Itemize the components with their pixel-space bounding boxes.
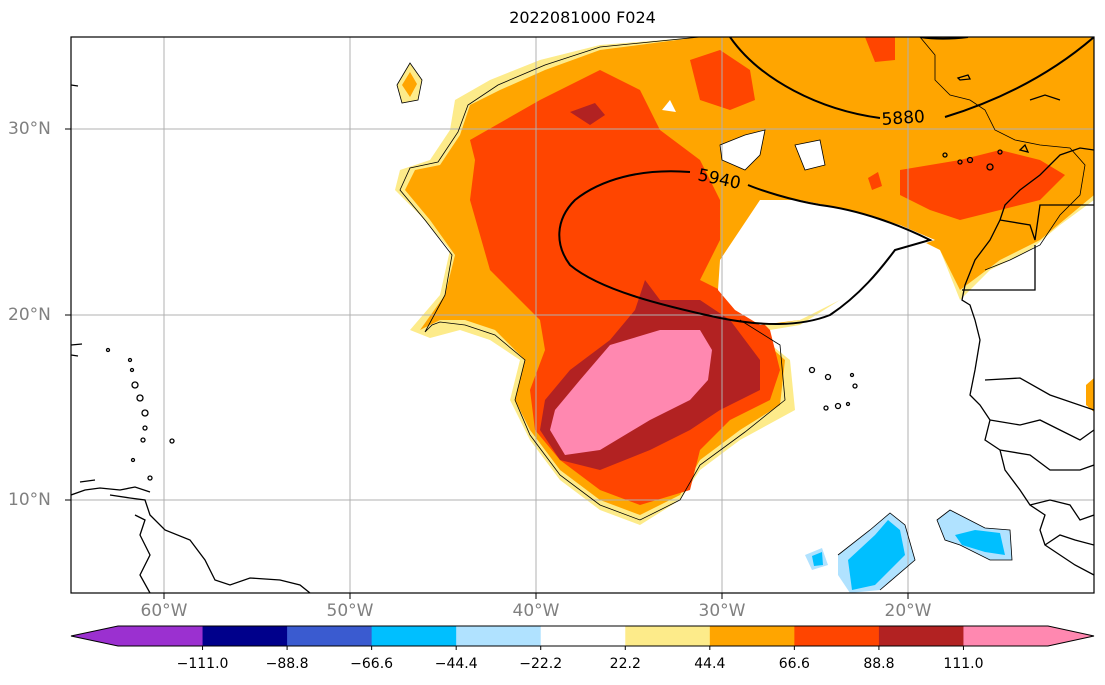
- colorbar-tick-label: 22.2: [609, 656, 641, 672]
- colorbar-segment: [456, 626, 542, 646]
- colorbar-tick-label: 44.4: [694, 656, 726, 672]
- height-contours: [558, 37, 1094, 326]
- colorbar-segment: [287, 626, 373, 646]
- plot-area: 5880 5940: [71, 37, 1094, 593]
- colorbar-extend-min: [71, 626, 118, 646]
- colorbar-segment: [963, 626, 1049, 646]
- colorbar-segment: [371, 626, 457, 646]
- contour-5940-line: [558, 170, 933, 326]
- small-anomaly-blob: [402, 72, 417, 97]
- small-anomaly-blob: [1086, 378, 1094, 412]
- colorbar-tick-label: −44.4: [434, 656, 478, 672]
- coastlines: [71, 74, 1094, 593]
- colorbar-segment: [709, 626, 795, 646]
- contour-5880-line: [729, 37, 1094, 119]
- colorbar-extend-max: [1048, 626, 1094, 646]
- colorbar-segment: [878, 626, 964, 646]
- lon-label-40w: 40°W: [512, 601, 560, 621]
- map-title: 2022081000 F024: [509, 8, 656, 27]
- lat-label-10n: 10°N: [8, 490, 51, 510]
- colorbar: [70, 625, 1095, 650]
- zero-anomaly-outline: [399, 37, 1086, 521]
- lon-label-50w: 50°W: [326, 601, 374, 621]
- axis-ticks: [65, 128, 909, 599]
- colorbar-segment: [794, 626, 880, 646]
- colorbar-tick-label: −88.8: [265, 656, 309, 672]
- colorbar-segment: [540, 626, 626, 646]
- colorbar-tick-label: −111.0: [176, 656, 229, 672]
- lon-label-60w: 60°W: [140, 601, 188, 621]
- lat-label-30n: 30°N: [8, 119, 51, 139]
- colorbar-segment: [118, 626, 204, 646]
- colorbar-segment: [202, 626, 288, 646]
- lon-label-30w: 30°W: [698, 601, 746, 621]
- lat-label-20n: 20°N: [8, 305, 51, 325]
- colorbar-outline: [70, 625, 1095, 647]
- colorbar-tick-label: −22.2: [519, 656, 563, 672]
- colorbar-tick-label: −66.6: [350, 656, 394, 672]
- graticule: [71, 37, 1094, 593]
- colorbar-tick-label: 66.6: [778, 656, 810, 672]
- neutral-holes: [662, 100, 935, 325]
- colorbar-segment: [625, 626, 711, 646]
- colorbar-tick-label: 111.0: [943, 656, 984, 672]
- lon-label-20w: 20°W: [884, 601, 932, 621]
- negative-anomaly-fill: [805, 510, 1012, 593]
- colorbar-tick-label: 88.8: [863, 656, 895, 672]
- contour-5880-label: 5880: [881, 107, 926, 130]
